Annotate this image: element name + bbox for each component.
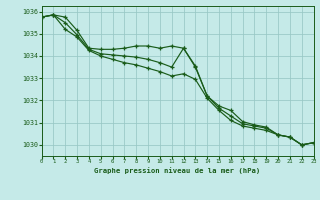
X-axis label: Graphe pression niveau de la mer (hPa): Graphe pression niveau de la mer (hPa)	[94, 167, 261, 174]
